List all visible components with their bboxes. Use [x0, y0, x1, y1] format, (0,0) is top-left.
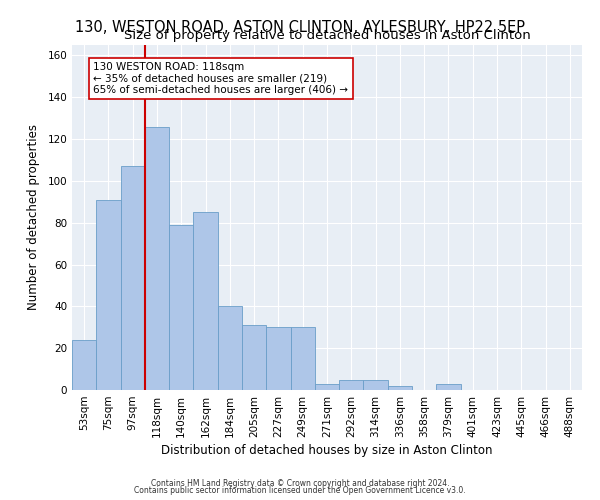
Y-axis label: Number of detached properties: Number of detached properties [28, 124, 40, 310]
Bar [315, 384, 339, 390]
Bar [218, 306, 242, 390]
Text: 130 WESTON ROAD: 118sqm
← 35% of detached houses are smaller (219)
65% of semi-d: 130 WESTON ROAD: 118sqm ← 35% of detache… [94, 62, 349, 95]
Bar [364, 380, 388, 390]
Bar [121, 166, 145, 390]
Text: Contains HM Land Registry data © Crown copyright and database right 2024.: Contains HM Land Registry data © Crown c… [151, 478, 449, 488]
Text: 130, WESTON ROAD, ASTON CLINTON, AYLESBURY, HP22 5EP: 130, WESTON ROAD, ASTON CLINTON, AYLESBU… [75, 20, 525, 35]
Bar [290, 328, 315, 390]
Bar [266, 328, 290, 390]
Bar [96, 200, 121, 390]
Bar [339, 380, 364, 390]
Text: Contains public sector information licensed under the Open Government Licence v3: Contains public sector information licen… [134, 486, 466, 495]
Title: Size of property relative to detached houses in Aston Clinton: Size of property relative to detached ho… [124, 30, 530, 43]
Bar [169, 225, 193, 390]
X-axis label: Distribution of detached houses by size in Aston Clinton: Distribution of detached houses by size … [161, 444, 493, 457]
Bar [388, 386, 412, 390]
Bar [242, 325, 266, 390]
Bar [145, 126, 169, 390]
Bar [193, 212, 218, 390]
Bar [436, 384, 461, 390]
Bar [72, 340, 96, 390]
